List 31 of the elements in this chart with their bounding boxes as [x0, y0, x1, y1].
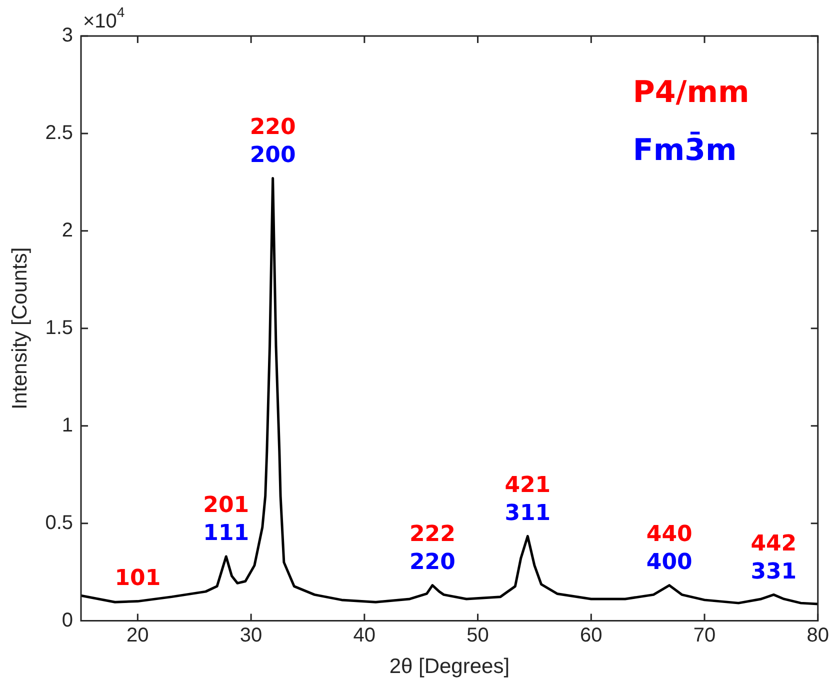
x-tick-label: 50: [466, 624, 489, 646]
y-tick-label: 3: [62, 24, 74, 47]
y-tick-label: 1.5: [45, 316, 74, 339]
annotation: 220: [409, 550, 456, 576]
annotation: 101: [114, 566, 161, 592]
y-tick-label: 2.5: [45, 122, 74, 144]
y-axis-title: Intensity [Counts]: [8, 247, 32, 410]
x-tick-label: 70: [693, 624, 716, 646]
annotation: 311: [504, 500, 551, 526]
y-tick-label: 0: [62, 609, 74, 632]
x-tick-label: 30: [240, 624, 262, 646]
annotation: 421: [504, 472, 551, 498]
annotation: 331: [750, 559, 797, 584]
x-tick-label: 60: [580, 624, 602, 646]
y-tick-label: 2: [62, 219, 74, 242]
annotation: 442: [750, 531, 797, 556]
annotation: 201: [203, 493, 250, 518]
annotation: 111: [203, 521, 250, 546]
annotation: P4/mm: [632, 74, 750, 110]
y-tick-label: 0.5: [45, 512, 74, 534]
x-tick-label: 40: [353, 624, 376, 646]
x-tick-label: 80: [806, 624, 829, 646]
x-tick-label: 20: [126, 624, 149, 646]
annotation: 220: [250, 115, 296, 140]
annotation: Fm3̄m: [632, 131, 737, 168]
y-tick-label: 1: [62, 414, 74, 436]
annotation: 440: [646, 522, 692, 548]
annotation: 200: [250, 143, 296, 168]
x-axis-title: 2θ [Degrees]: [389, 655, 510, 678]
annotation: 400: [646, 550, 692, 576]
annotation: 222: [409, 522, 456, 548]
